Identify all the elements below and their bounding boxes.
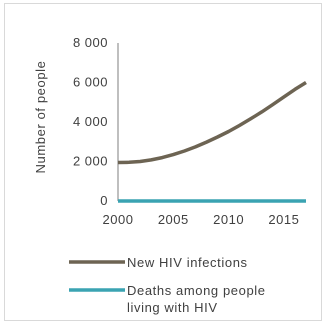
legend-label: living with HIV	[127, 300, 218, 315]
legend-label: New HIV infections	[127, 255, 248, 270]
x-tick-label: 2010	[213, 212, 244, 227]
x-tick-label: 2005	[158, 212, 189, 227]
y-tick-label: 6 000	[73, 75, 108, 90]
legend: New HIV infections Deaths among people liv…	[69, 255, 266, 315]
line-chart: Number of people 0 2 000 4 000 6 000 8 000 2…	[33, 35, 307, 315]
x-axis-ticks: 2000 2005 2010 2015	[103, 212, 299, 227]
y-tick-label: 2 000	[73, 154, 108, 169]
y-axis-ticks: 0 2 000 4 000 6 000 8 000	[73, 35, 108, 208]
x-tick-label: 2015	[268, 212, 299, 227]
y-axis-title: Number of people	[33, 61, 48, 174]
y-axis-title-group: Number of people	[33, 61, 48, 174]
y-tick-label: 0	[100, 193, 108, 208]
x-tick-label: 2000	[103, 212, 134, 227]
series-layer	[117, 81, 307, 203]
series-line-new-hiv-infections	[117, 81, 307, 165]
legend-label: Deaths among people	[127, 283, 266, 298]
y-tick-label: 4 000	[73, 114, 108, 129]
y-tick-label: 8 000	[73, 35, 108, 50]
chart-card: Number of people 0 2 000 4 000 6 000 8 000 2…	[4, 3, 322, 321]
